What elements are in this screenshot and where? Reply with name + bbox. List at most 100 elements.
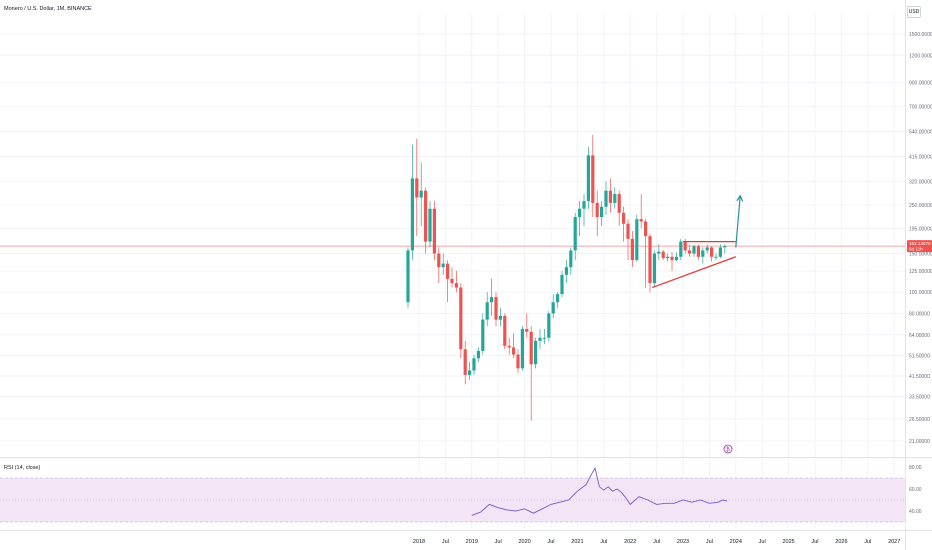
- time-axis-label: 2026: [835, 539, 847, 545]
- candle-body[interactable]: [564, 267, 568, 275]
- candle-body[interactable]: [516, 354, 520, 369]
- candle-body[interactable]: [600, 206, 604, 218]
- candle-body[interactable]: [723, 246, 727, 248]
- price-axis-label: 33.50000: [909, 394, 930, 400]
- candle-body[interactable]: [578, 208, 582, 218]
- candle-body[interactable]: [714, 256, 718, 258]
- candle-body[interactable]: [538, 337, 542, 341]
- candle-body[interactable]: [498, 315, 502, 320]
- candle-body[interactable]: [542, 337, 546, 339]
- candle-body[interactable]: [560, 274, 564, 295]
- candle-body[interactable]: [424, 190, 428, 242]
- candle-body[interactable]: [437, 253, 441, 268]
- currency-label[interactable]: USD: [907, 6, 921, 18]
- candle-body[interactable]: [446, 263, 450, 279]
- candle-body[interactable]: [432, 208, 436, 254]
- candle-body[interactable]: [556, 294, 560, 303]
- symbol-title[interactable]: Monero / U.S. Dollar, 1M, BINANCE: [4, 6, 92, 12]
- price-axis-label: 150.00000: [909, 252, 932, 258]
- time-axis-label: 2023: [677, 539, 689, 545]
- candle-body[interactable]: [569, 250, 573, 268]
- candle-body[interactable]: [661, 251, 665, 259]
- candle-body[interactable]: [476, 350, 480, 359]
- candle-body[interactable]: [701, 250, 705, 257]
- candle-body[interactable]: [705, 247, 709, 251]
- candle-body[interactable]: [494, 297, 498, 320]
- candle-body[interactable]: [406, 250, 410, 303]
- candle-body[interactable]: [674, 256, 678, 261]
- candle-body[interactable]: [657, 251, 661, 254]
- projection-arrow[interactable]: [735, 195, 741, 248]
- candle-body[interactable]: [472, 358, 476, 371]
- support-trendline[interactable]: [651, 256, 737, 289]
- candle-body[interactable]: [639, 219, 643, 222]
- candle-body[interactable]: [718, 247, 722, 257]
- candle-body[interactable]: [635, 219, 639, 261]
- time-axis-label: Jul: [600, 539, 607, 545]
- candle-body[interactable]: [485, 302, 489, 320]
- candle-body[interactable]: [529, 331, 533, 365]
- candle-body[interactable]: [419, 190, 423, 198]
- event-marker-symbol: ₿: [726, 446, 730, 453]
- candle-body[interactable]: [626, 223, 630, 239]
- time-axis-label: 2022: [624, 539, 636, 545]
- candle-body[interactable]: [582, 201, 586, 209]
- time-axis-label: 2021: [571, 539, 583, 545]
- candle-body[interactable]: [507, 345, 511, 348]
- rsi-line[interactable]: [471, 466, 728, 516]
- candle-body[interactable]: [525, 328, 529, 332]
- candle-body[interactable]: [696, 246, 700, 257]
- candle-body[interactable]: [652, 253, 656, 284]
- candle-body[interactable]: [666, 256, 670, 259]
- candle-body[interactable]: [595, 202, 599, 218]
- time-axis-label: Jul: [811, 539, 818, 545]
- candle-body[interactable]: [490, 297, 494, 303]
- price-axis-label: 26.50000: [909, 417, 930, 423]
- candle-body[interactable]: [630, 238, 634, 261]
- candle-body[interactable]: [512, 347, 516, 355]
- candle-body[interactable]: [463, 349, 467, 375]
- candle-body[interactable]: [622, 212, 626, 224]
- candle-body[interactable]: [692, 246, 696, 254]
- candle-body[interactable]: [683, 241, 687, 251]
- price-axis-label: 64.00000: [909, 333, 930, 339]
- candle-body[interactable]: [520, 328, 524, 369]
- candle-body[interactable]: [644, 221, 648, 237]
- candle-body[interactable]: [608, 190, 612, 203]
- candle-body[interactable]: [441, 263, 445, 268]
- candle-body[interactable]: [648, 236, 652, 284]
- candle-body[interactable]: [454, 283, 458, 288]
- candle-body[interactable]: [428, 208, 432, 242]
- candle-body[interactable]: [688, 250, 692, 254]
- candle-body[interactable]: [410, 178, 414, 251]
- candle-body[interactable]: [551, 302, 555, 314]
- candle-body[interactable]: [679, 241, 683, 257]
- candle-body[interactable]: [617, 194, 621, 213]
- candle-body[interactable]: [710, 247, 714, 257]
- candle-body[interactable]: [503, 315, 507, 346]
- candle-body[interactable]: [586, 155, 590, 202]
- candle-body[interactable]: [468, 370, 472, 375]
- time-axis-label: Jul: [864, 539, 871, 545]
- candle-body[interactable]: [534, 340, 538, 365]
- candle-body[interactable]: [670, 256, 674, 261]
- rsi-axis-label: 40.00: [909, 509, 922, 515]
- time-axis-label: 2027: [888, 539, 900, 545]
- rsi-axis-label: 60.00: [909, 487, 922, 493]
- event-marker-icon[interactable]: [723, 444, 733, 454]
- candle-body[interactable]: [613, 194, 617, 203]
- candle-body[interactable]: [547, 313, 551, 338]
- price-axis-label: 320.00000: [909, 179, 932, 185]
- candle-body[interactable]: [450, 278, 454, 284]
- candle-body[interactable]: [415, 178, 419, 198]
- time-axis-label: Jul: [706, 539, 713, 545]
- candle-body[interactable]: [604, 190, 608, 207]
- candle-body[interactable]: [573, 217, 577, 251]
- candle-body[interactable]: [459, 287, 463, 350]
- candle-body[interactable]: [591, 155, 595, 203]
- candle-body[interactable]: [481, 319, 485, 351]
- rsi-legend-title[interactable]: RSI (14, close): [4, 465, 41, 471]
- time-axis-label: 2018: [413, 539, 425, 545]
